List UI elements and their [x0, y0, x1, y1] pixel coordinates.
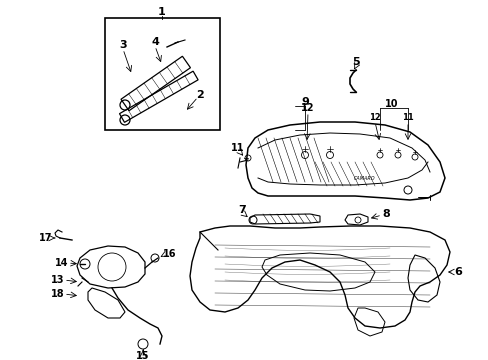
Text: 11: 11 — [401, 113, 413, 122]
Text: 3: 3 — [119, 40, 126, 50]
Text: 5: 5 — [351, 57, 359, 67]
Text: 6: 6 — [453, 267, 461, 277]
Text: 2: 2 — [196, 90, 203, 100]
Text: 11: 11 — [231, 143, 244, 153]
Text: 7: 7 — [238, 205, 245, 215]
Text: 13: 13 — [51, 275, 64, 285]
Text: 16: 16 — [163, 249, 176, 259]
Text: 18: 18 — [51, 289, 65, 299]
Text: 14: 14 — [55, 258, 69, 268]
Text: 12: 12 — [301, 103, 314, 113]
Text: 10: 10 — [385, 99, 398, 109]
Text: 9: 9 — [301, 97, 308, 107]
Text: 15: 15 — [136, 351, 149, 360]
Text: 1: 1 — [158, 7, 165, 17]
Text: 4: 4 — [151, 37, 159, 47]
Text: 17: 17 — [39, 233, 53, 243]
Bar — [105, 18, 220, 130]
Text: 8: 8 — [381, 209, 389, 219]
Text: CAMARO: CAMARO — [353, 175, 375, 180]
Text: 12: 12 — [368, 113, 380, 122]
